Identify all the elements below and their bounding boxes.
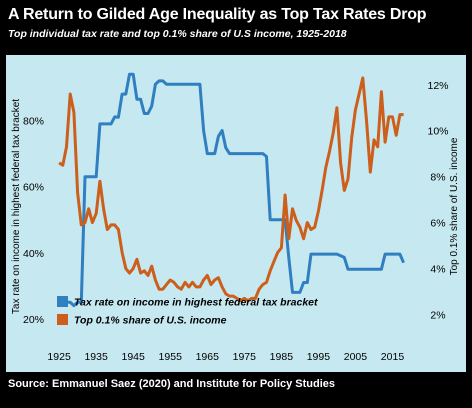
- legend-label-income-share: Top 0.1% share of U.S. income: [74, 315, 227, 327]
- legend-label-tax-rate: Tax rate on income in highest federal ta…: [74, 297, 318, 309]
- x-tick-label-1985: 1985: [270, 351, 294, 363]
- y-right-tick-label-4: 4%: [430, 264, 445, 276]
- x-tick-label-1925: 1925: [47, 351, 71, 363]
- source-note: Source: Emmanuel Saez (2020) and Institu…: [8, 378, 336, 390]
- y-right-tick-label-8: 8%: [430, 172, 445, 184]
- x-tick-label-1955: 1955: [159, 351, 183, 363]
- y-left-tick-label-80: 80%: [23, 116, 44, 128]
- x-tick-label-1945: 1945: [122, 351, 146, 363]
- legend-swatch-income-share: [57, 314, 68, 325]
- x-tick-label-1935: 1935: [84, 351, 108, 363]
- x-tick-label-1965: 1965: [196, 351, 220, 363]
- x-tick-label-2005: 2005: [344, 351, 368, 363]
- y-left-axis-title: Tax rate on income in highest federal ta…: [11, 99, 22, 314]
- chart-subtitle: Top individual tax rate and top 0.1% sha…: [8, 28, 347, 40]
- chart-header: A Return to Gilded Age Inequality as Top…: [8, 6, 468, 54]
- series-line-income-share: [58, 76, 404, 303]
- x-tick-label-2015: 2015: [381, 351, 405, 363]
- y-right-tick-label-10: 10%: [427, 126, 448, 138]
- y-right-tick-label-6: 6%: [430, 218, 445, 230]
- y-left-tick-label-20: 20%: [23, 314, 44, 326]
- y-right-tick-label-2: 2%: [430, 309, 445, 321]
- plot-panel: 1925 1935 1945 1955 1965 1975 1985 1995 2005 2015…: [6, 55, 466, 372]
- y-left-tick-label-40: 40%: [23, 248, 44, 260]
- legend-swatch-tax-rate: [57, 296, 68, 307]
- line-chart: 1925 1935 1945 1955 1965 1975 1985 1995 2005 2015…: [11, 72, 460, 363]
- chart-title: A Return to Gilded Age Inequality as Top…: [8, 6, 427, 23]
- y-right-tick-label-12: 12%: [427, 80, 448, 92]
- x-tick-label-1975: 1975: [233, 351, 257, 363]
- y-right-axis-title: Top 0.1% share of U.S. income: [449, 137, 460, 275]
- x-tick-label-1995: 1995: [307, 351, 331, 363]
- series-line-tax-rate: [59, 72, 405, 308]
- y-left-tick-label-60: 60%: [23, 182, 44, 194]
